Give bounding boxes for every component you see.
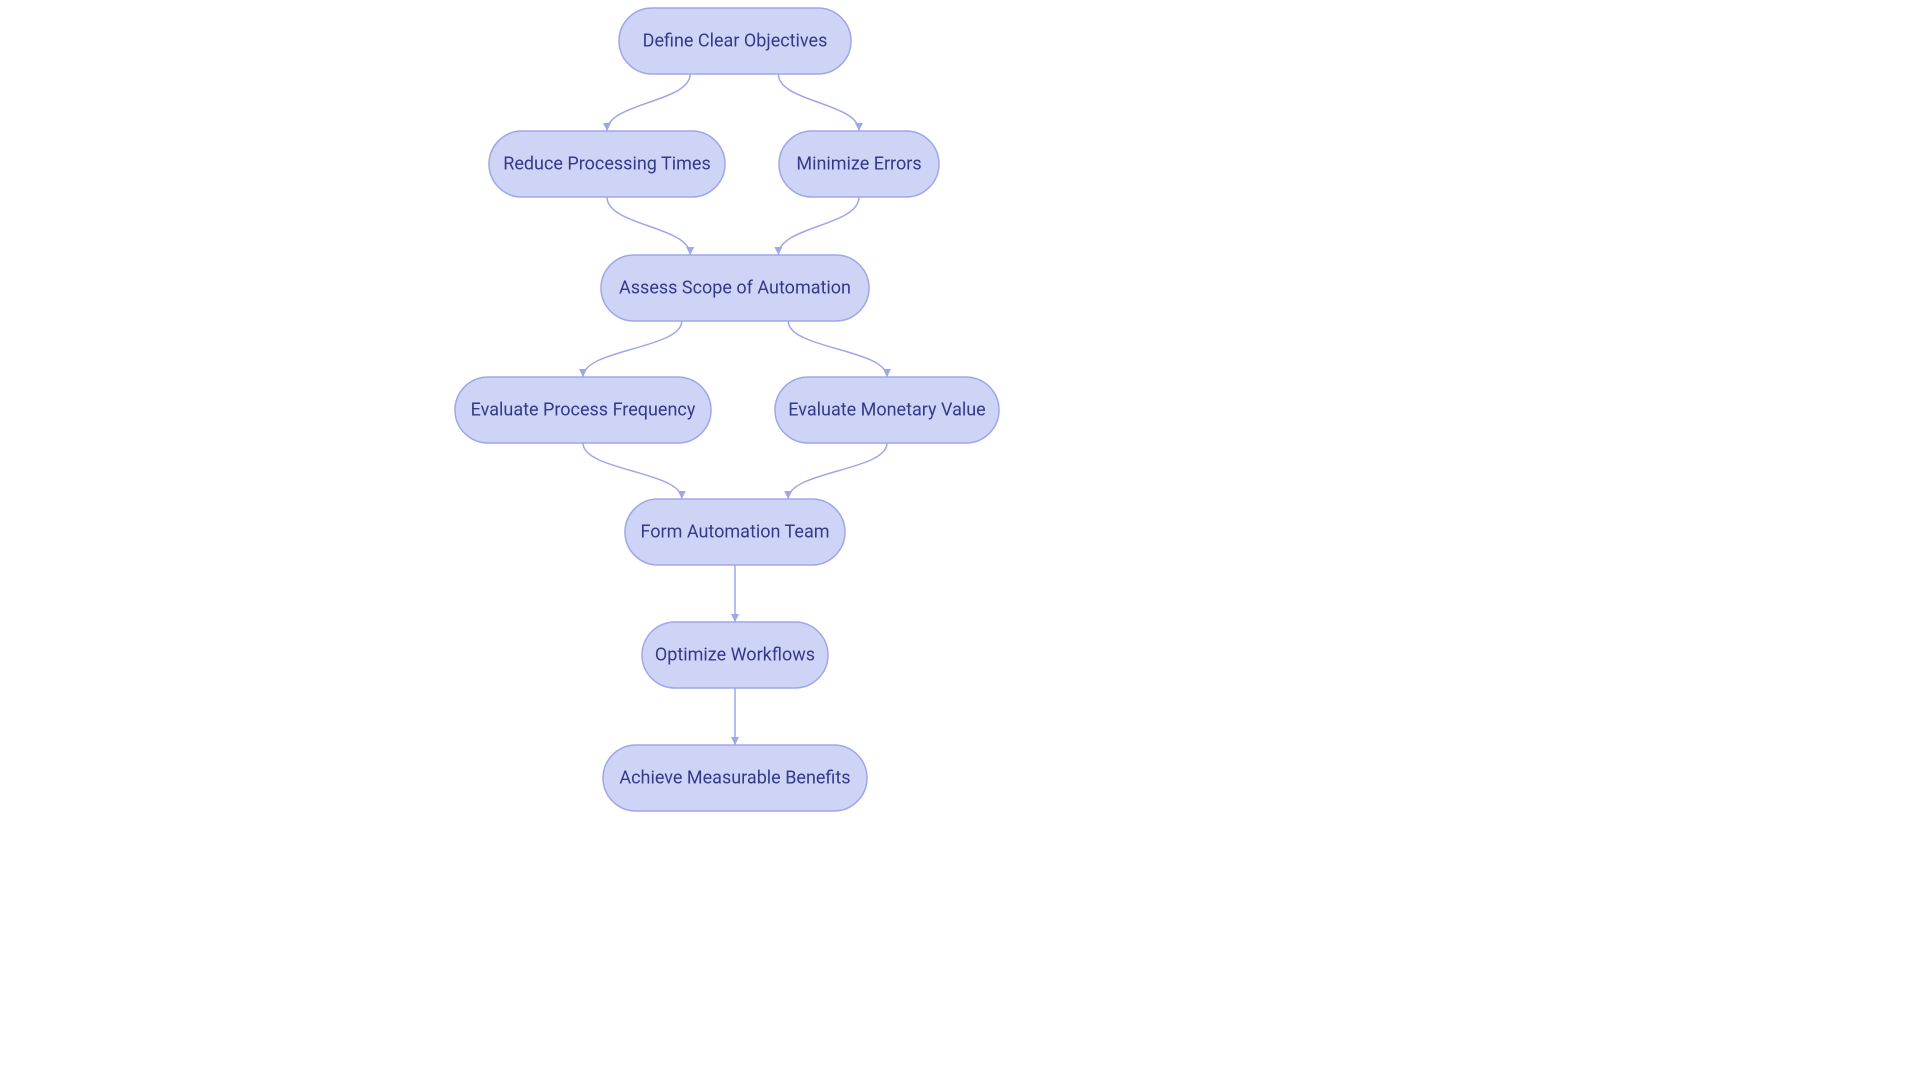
edge-n3-n4 bbox=[583, 321, 682, 377]
flow-node: Define Clear Objectives bbox=[619, 8, 851, 74]
flow-node: Achieve Measurable Benefits bbox=[603, 745, 867, 811]
edge-n4-n6 bbox=[583, 443, 682, 499]
nodes-layer: Define Clear Objectives Reduce Processing… bbox=[455, 8, 999, 811]
edge-n1-n3 bbox=[607, 197, 690, 255]
flow-node-label: Optimize Workflows bbox=[655, 645, 815, 666]
flowchart-diagram: Define Clear Objectives Reduce Processing… bbox=[0, 0, 1920, 1080]
edge-n5-n6 bbox=[788, 443, 887, 499]
flow-node-label: Minimize Errors bbox=[796, 154, 921, 175]
flow-node-label: Evaluate Process Frequency bbox=[471, 400, 696, 421]
flow-node: Reduce Processing Times bbox=[489, 131, 725, 197]
edge-n3-n5 bbox=[788, 321, 887, 377]
flow-node-label: Form Automation Team bbox=[640, 522, 829, 543]
flow-node: Form Automation Team bbox=[625, 499, 845, 565]
flow-node: Assess Scope of Automation bbox=[601, 255, 869, 321]
edge-n0-n2 bbox=[778, 74, 859, 131]
edge-n0-n1 bbox=[607, 74, 690, 131]
flow-node: Evaluate Process Frequency bbox=[455, 377, 711, 443]
flow-node: Evaluate Monetary Value bbox=[775, 377, 999, 443]
flow-node: Minimize Errors bbox=[779, 131, 939, 197]
flow-node-label: Achieve Measurable Benefits bbox=[619, 768, 850, 789]
flow-node-label: Evaluate Monetary Value bbox=[788, 400, 985, 421]
flow-node-label: Reduce Processing Times bbox=[503, 154, 711, 175]
flow-node-label: Assess Scope of Automation bbox=[619, 278, 851, 299]
flow-node: Optimize Workflows bbox=[642, 622, 828, 688]
edge-n2-n3 bbox=[778, 197, 859, 255]
flow-node-label: Define Clear Objectives bbox=[643, 31, 828, 52]
